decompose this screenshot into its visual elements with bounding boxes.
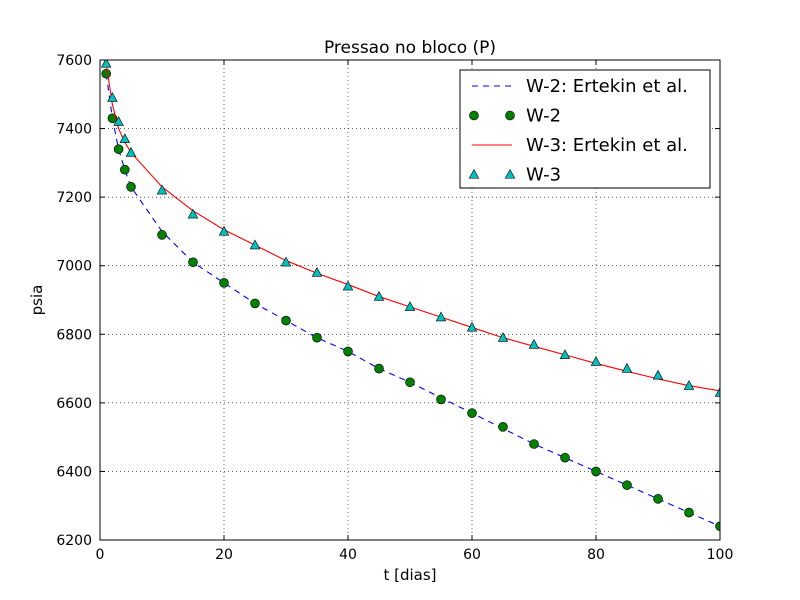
data-point (311, 266, 323, 277)
data-point (497, 332, 509, 342)
data-point (559, 349, 571, 359)
data-point (373, 290, 385, 301)
y-axis-label: psia (28, 285, 46, 316)
data-point (101, 68, 111, 79)
chart-title: Pressao no bloco (P) (324, 38, 496, 58)
data-point (621, 362, 633, 373)
x-tick-label: 60 (463, 547, 481, 563)
data-point (218, 225, 230, 236)
legend-item: W-3 (468, 165, 561, 186)
data-point (157, 230, 167, 240)
y-tick-label: 7600 (56, 53, 92, 69)
data-point (188, 257, 198, 268)
data-point (683, 380, 695, 390)
y-tick-label: 7400 (56, 122, 92, 138)
data-point (436, 394, 446, 405)
data-point (113, 116, 124, 126)
data-point (120, 164, 130, 175)
legend-item: W-3: Ertekin et al. (472, 135, 688, 156)
data-point (466, 321, 478, 332)
data-point (374, 363, 384, 374)
data-point (404, 301, 416, 311)
y-tick-label: 6400 (56, 464, 92, 480)
data-point (156, 184, 168, 195)
ticks-layer: 0 20 40 60 80 100 6200 6400 6600 6800 7000 7200 7400… (56, 53, 733, 563)
data-point (126, 182, 136, 192)
legend-marker-swatch (504, 168, 516, 179)
data-point (125, 146, 137, 157)
data-point (529, 439, 539, 449)
y-tick-label: 7000 (56, 259, 92, 275)
data-point (219, 278, 229, 288)
data-point (498, 422, 508, 432)
series-layer (100, 60, 720, 532)
y-tick-label: 6600 (56, 396, 92, 412)
x-tick-label: 80 (587, 547, 605, 563)
legend-marker-swatch (469, 110, 479, 121)
data-point (714, 386, 720, 397)
data-point (622, 480, 632, 490)
x-tick-label: 100 (707, 547, 734, 563)
legend-label: W-3 (526, 165, 561, 186)
data-point (107, 92, 118, 102)
data-point (652, 369, 664, 380)
data-point (280, 256, 292, 267)
data-point (528, 338, 540, 349)
data-point (250, 298, 260, 309)
x-axis-label: t [dias] (383, 566, 436, 584)
data-point (590, 356, 602, 366)
data-point (187, 208, 199, 219)
data-point (281, 315, 291, 326)
data-point (113, 144, 124, 154)
data-point (100, 60, 112, 68)
x-tick-label: 40 (339, 547, 357, 563)
data-point (107, 113, 118, 124)
legend: W-2: Ertekin et al. W-2 W-3: Ertekin et al… (459, 69, 711, 189)
data-point (343, 346, 353, 357)
y-tick-label: 6800 (56, 327, 92, 343)
legend-frame (459, 69, 711, 189)
legend-label: W-2 (526, 106, 561, 127)
data-point (342, 280, 354, 291)
data-point (591, 466, 601, 477)
legend-item: W-2 (469, 106, 561, 127)
data-point (715, 521, 720, 532)
legend-label: W-2: Ertekin et al. (526, 76, 688, 97)
legend-marker-swatch (505, 110, 515, 121)
legend-item: W-2: Ertekin et al. (472, 76, 688, 97)
y-tick-label: 7200 (56, 190, 92, 206)
data-point (312, 332, 322, 343)
legend-label: W-3: Ertekin et al. (526, 135, 688, 156)
data-point (249, 239, 261, 250)
data-point (560, 452, 570, 463)
data-point (405, 377, 415, 388)
x-tick-label: 0 (96, 547, 105, 563)
data-point (684, 507, 694, 518)
series-1 (101, 68, 720, 532)
x-tick-label: 20 (215, 547, 233, 563)
y-tick-label: 6200 (56, 533, 92, 549)
data-point (435, 311, 447, 322)
series-3 (100, 60, 720, 397)
data-point (119, 133, 131, 143)
plot-frame (99, 59, 721, 541)
data-point (467, 408, 477, 418)
data-point (653, 494, 663, 504)
legend-marker-swatch (468, 168, 480, 179)
